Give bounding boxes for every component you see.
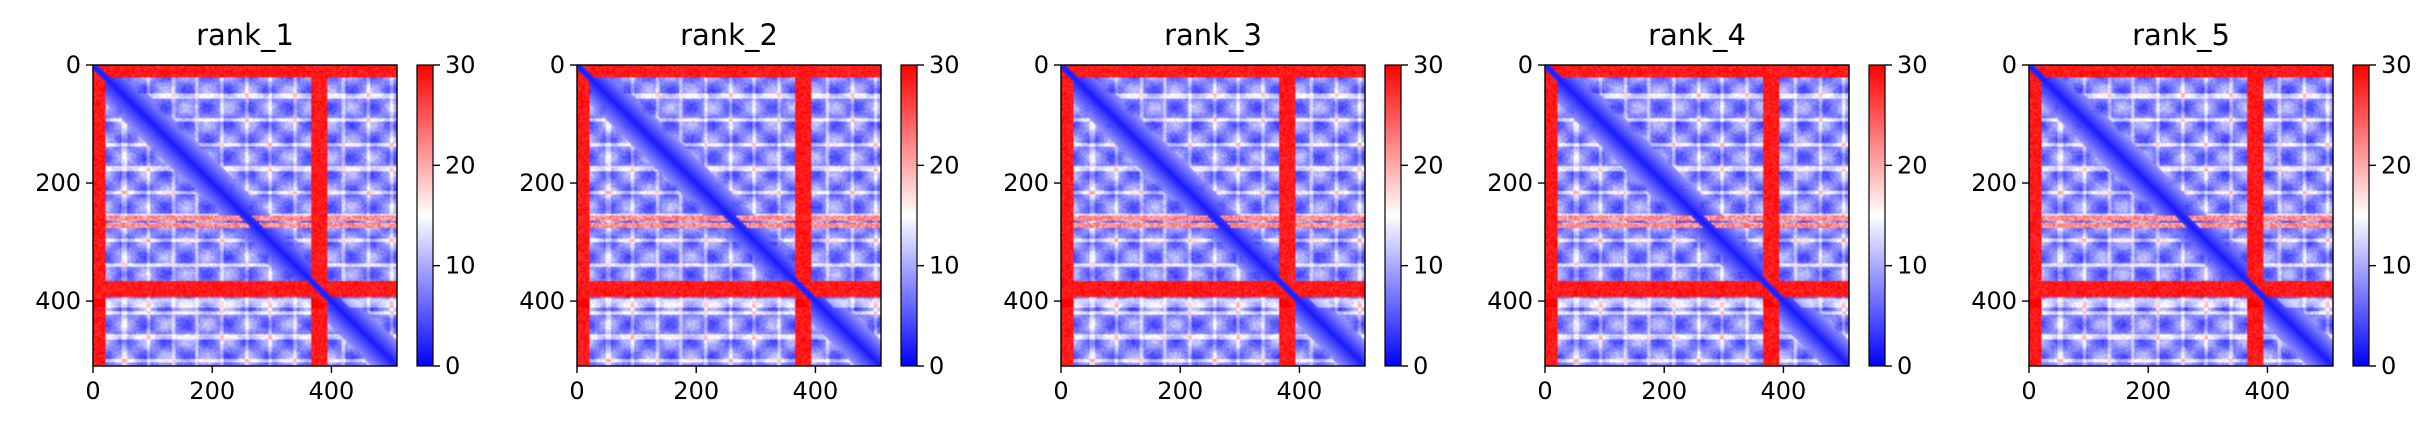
colorbar-tick-label: 30 (1897, 51, 1928, 79)
x-tick-label: 200 (189, 377, 235, 405)
y-tick-label: 200 (35, 169, 81, 197)
x-tick-label: 400 (1277, 377, 1323, 405)
x-tick-label: 0 (1053, 377, 1068, 405)
colorbar-tick-label: 0 (2381, 352, 2396, 380)
colorbar-tick-label: 10 (445, 252, 476, 280)
heatmap-frame (576, 64, 882, 367)
y-tick-label: 200 (1003, 169, 1049, 197)
colorbar-tick-label: 30 (1413, 51, 1444, 79)
heatmap-frame (1544, 64, 1850, 367)
colorbar-tick-label: 0 (929, 352, 944, 380)
colorbar-tick-label: 0 (1413, 352, 1428, 380)
x-tick-label: 400 (2245, 377, 2291, 405)
colorbar-tick-label: 20 (1897, 151, 1928, 179)
x-tick-label: 200 (673, 377, 719, 405)
colorbar-tick-label: 30 (2381, 51, 2412, 79)
colorbar (416, 64, 434, 367)
heatmap-image (2029, 65, 2333, 366)
y-tick-label: 0 (1518, 51, 1533, 79)
panel-title: rank_1 (196, 18, 294, 52)
panel-3: rank_3 0 200 400 0 200 400 0 10 20 30 (1003, 18, 1443, 405)
y-tick-label: 400 (519, 287, 565, 315)
colorbar-tick-label: 10 (1897, 252, 1928, 280)
panel-4: rank_4 0 200 400 0 200 400 0 10 20 30 (1487, 18, 1927, 405)
panel-2: rank_2 0 200 400 0 200 400 0 10 20 30 (519, 18, 959, 405)
colorbar-tick-label: 0 (445, 352, 460, 380)
colorbar (900, 64, 918, 367)
x-tick-label: 400 (1761, 377, 1807, 405)
y-tick-label: 400 (1003, 287, 1049, 315)
heatmap-frame (1060, 64, 1366, 367)
y-tick-label: 0 (2002, 51, 2017, 79)
colorbar-tick-label: 0 (1897, 352, 1912, 380)
panel-title: rank_4 (1648, 18, 1746, 52)
x-tick-label: 400 (309, 377, 355, 405)
colorbar (2352, 64, 2370, 367)
y-tick-label: 400 (1971, 287, 2017, 315)
heatmap-image (1545, 65, 1849, 366)
y-tick-label: 0 (1034, 51, 1049, 79)
heatmap-image (1061, 65, 1365, 366)
colorbar-tick-label: 30 (929, 51, 960, 79)
y-tick-label: 0 (550, 51, 565, 79)
heatmap-frame (92, 64, 398, 367)
colorbar-tick-label: 20 (2381, 151, 2412, 179)
x-tick-label: 200 (2125, 377, 2171, 405)
x-tick-label: 0 (85, 377, 100, 405)
y-tick-label: 200 (519, 169, 565, 197)
colorbar-tick-label: 20 (929, 151, 960, 179)
panel-title: rank_3 (1164, 18, 1262, 52)
heatmap-image (93, 65, 397, 366)
colorbar-tick-label: 10 (1413, 252, 1444, 280)
panel-1: rank_1 0 200 400 0 200 400 0 10 20 30 (35, 18, 475, 405)
x-tick-label: 200 (1641, 377, 1687, 405)
y-tick-label: 200 (1487, 169, 1533, 197)
x-tick-label: 400 (793, 377, 839, 405)
panel-5: rank_5 0 200 400 0 200 400 0 10 20 30 (1971, 18, 2411, 405)
x-tick-label: 0 (1537, 377, 1552, 405)
y-tick-label: 400 (35, 287, 81, 315)
colorbar-tick-label: 10 (2381, 252, 2412, 280)
x-tick-label: 0 (569, 377, 584, 405)
x-tick-label: 0 (2021, 377, 2036, 405)
panel-title: rank_5 (2132, 18, 2230, 52)
heatmap-frame (2028, 64, 2334, 367)
y-tick-label: 200 (1971, 169, 2017, 197)
panel-title: rank_2 (680, 18, 778, 52)
y-tick-label: 400 (1487, 287, 1533, 315)
colorbar (1384, 64, 1402, 367)
x-tick-label: 200 (1157, 377, 1203, 405)
colorbar-tick-label: 20 (1413, 151, 1444, 179)
colorbar-tick-label: 10 (929, 252, 960, 280)
colorbar-tick-label: 20 (445, 151, 476, 179)
heatmap-image (577, 65, 881, 366)
y-tick-label: 0 (66, 51, 81, 79)
colorbar-tick-label: 30 (445, 51, 476, 79)
colorbar (1868, 64, 1886, 367)
